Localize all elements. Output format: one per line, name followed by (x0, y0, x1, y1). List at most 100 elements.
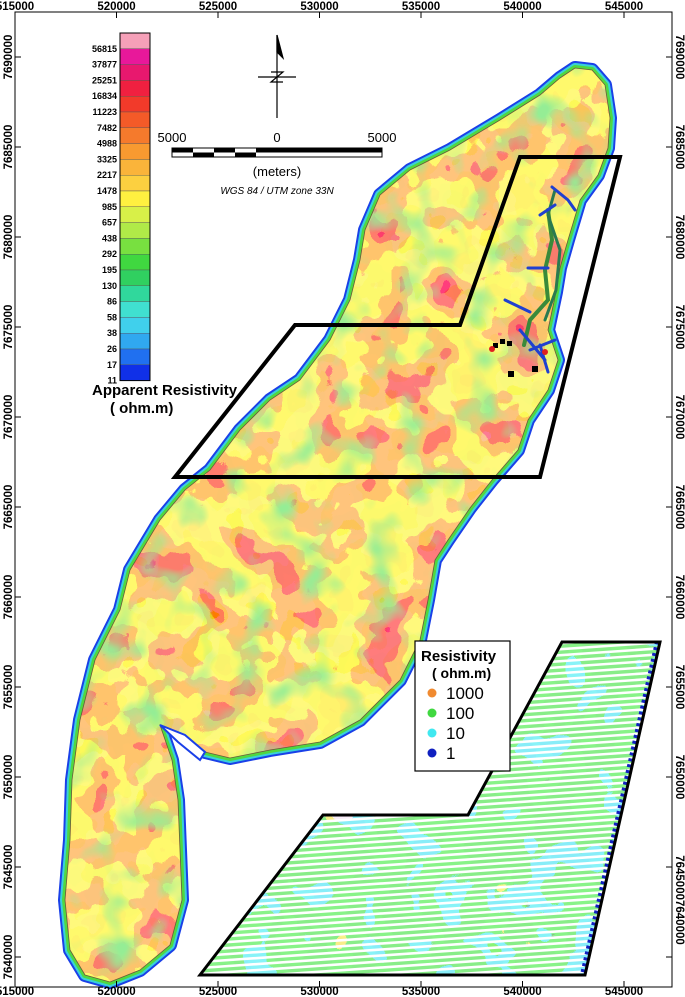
legend-label: 10 (446, 724, 465, 743)
scale-units: (meters) (253, 164, 301, 179)
y-tick-left: 7655000 (3, 665, 15, 710)
x-tick-bottom: 525000 (199, 986, 237, 997)
y-tick-left: 7690000 (3, 35, 15, 80)
x-tick-top: 540000 (503, 1, 541, 13)
colorbar-label: 16834 (92, 91, 117, 101)
colorbar-swatch (119, 285, 151, 302)
y-tick-left: 7660000 (3, 575, 15, 620)
colorbar-swatch (119, 127, 151, 144)
colorbar-swatch (119, 95, 151, 113)
x-tick-top: 545000 (605, 1, 643, 13)
y-tick-left: 7640000 (3, 935, 15, 980)
colorbar-units: ( ohm.m) (110, 400, 173, 417)
colorbar-swatch (119, 348, 151, 366)
colorbar-swatch (119, 111, 151, 129)
x-tick-top: 535000 (402, 1, 440, 13)
y-tick-right: 7685000 (673, 125, 685, 170)
colorbar-label: 38 (107, 328, 117, 338)
y-tick-right: 76450007640000 (673, 855, 685, 945)
colorbar-swatch (119, 190, 151, 208)
x-tick-top: 525000 (199, 1, 237, 13)
north-arrow-icon (258, 34, 296, 118)
colorbar-swatch (119, 143, 151, 160)
y-tick-right: 7665000 (673, 485, 685, 530)
y-tick-left: 7675000 (3, 305, 15, 350)
x-tick-bottom: 535000 (402, 986, 440, 997)
y-tick-left: 7680000 (3, 215, 15, 260)
legend-label: 100 (446, 704, 474, 723)
colorbar-label: 11223 (92, 107, 117, 117)
colorbar-label: 56815 (92, 44, 117, 54)
legend-swatch (427, 688, 437, 698)
colorbar-label: 130 (102, 281, 117, 291)
scale-label-zero: 0 (273, 130, 280, 145)
x-tick-bottom: 540000 (503, 986, 541, 997)
colorbar-swatch (119, 238, 151, 255)
colorbar-label: 4988 (97, 139, 117, 149)
x-tick-top: 515000 (0, 1, 34, 13)
scale-label-left: 5000 (158, 130, 187, 145)
colorbar-swatch (119, 253, 151, 271)
colorbar-label: 438 (102, 233, 117, 243)
colorbar-label: 17 (107, 360, 117, 370)
colorbar-label: 58 (107, 312, 117, 322)
colorbar-label: 11 (107, 376, 117, 386)
colorbar-label: 3325 (97, 154, 117, 164)
colorbar-label: 86 (107, 297, 117, 307)
x-tick-top: 520000 (97, 1, 135, 13)
y-tick-left: 7645000 (3, 845, 15, 890)
colorbar-swatch (119, 48, 151, 65)
legend-swatch (427, 748, 437, 758)
y-tick-left: 7665000 (3, 485, 15, 530)
legend-swatch (427, 708, 437, 718)
colorbar-label: 195 (102, 265, 117, 275)
projection-label: WGS 84 / UTM zone 33N (220, 186, 334, 197)
legend-title: Resistivity (421, 648, 497, 665)
colorbar-swatch (119, 174, 151, 192)
colorbar-swatch (119, 80, 151, 97)
colorbar-swatch (119, 301, 151, 318)
y-tick-right: 7670000 (673, 395, 685, 440)
legend-units: ( ohm.m) (432, 665, 491, 681)
scale-label-right: 5000 (368, 130, 397, 145)
legend-label: 1 (446, 744, 455, 763)
y-tick-right: 7655000 (673, 665, 685, 710)
colorbar-label: 657 (102, 218, 117, 228)
colorbar-swatch (119, 206, 151, 223)
colorbar-swatch (119, 159, 151, 176)
y-tick-right: 7680000 (673, 215, 685, 260)
x-tick-top: 530000 (300, 1, 338, 13)
x-tick-bottom: 545000 (605, 986, 643, 997)
inset-outline (196, 640, 662, 977)
y-tick-left: 7670000 (3, 395, 15, 440)
colorbar-swatch (119, 333, 151, 350)
y-tick-right: 7650000 (673, 755, 685, 800)
scale-bar: 5000 0 5000 (meters) WGS 84 / UTM zone 3… (158, 130, 397, 197)
colorbar-swatch (119, 222, 151, 239)
colorbar-swatch (119, 364, 151, 381)
colorbar-label: 292 (102, 249, 117, 259)
colorbar-label: 25251 (92, 75, 117, 85)
legend-swatch (427, 728, 437, 738)
colorbar-swatch (119, 32, 151, 50)
x-tick-bottom: 530000 (300, 986, 338, 997)
legend-label: 1000 (446, 684, 484, 703)
y-tick-right: 7660000 (673, 575, 685, 620)
colorbar-title: Apparent Resistivity (92, 382, 238, 399)
colorbar-label: 2217 (97, 170, 117, 180)
colorbar-label: 26 (107, 344, 117, 354)
y-tick-left: 7685000 (3, 125, 15, 170)
colorbar-label: 37877 (92, 60, 117, 70)
colorbar-swatch (119, 269, 151, 287)
y-tick-right: 7675000 (673, 305, 685, 350)
colorbar-swatch (119, 317, 151, 334)
y-tick-left: 7650000 (3, 755, 15, 800)
colorbar-swatch (119, 64, 151, 81)
x-tick-bottom: 515000 (0, 986, 34, 997)
colorbar-label: 7482 (97, 123, 117, 133)
colorbar: 56815 37877 25251 16834 11223 7482 4988 3325 221… (92, 32, 151, 386)
survey-lines (489, 185, 577, 377)
